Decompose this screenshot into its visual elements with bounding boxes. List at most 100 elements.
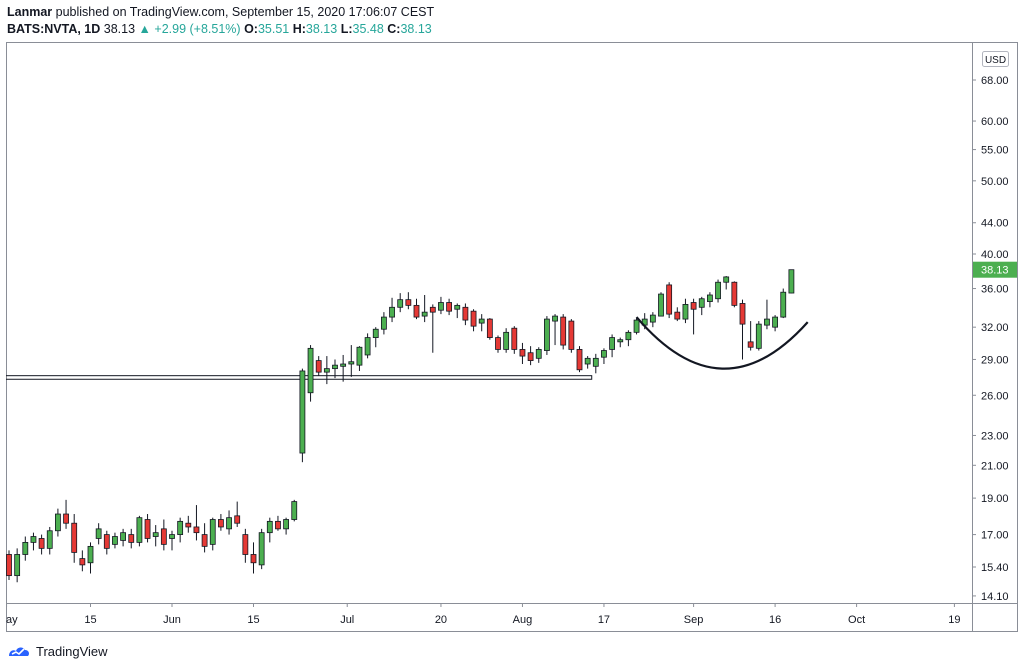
candle — [503, 328, 510, 353]
price-tick-label: 32.00 — [981, 322, 1009, 334]
price-tick-label: 29.00 — [981, 354, 1009, 366]
candle-body-up — [332, 364, 338, 370]
tradingview-brand: TradingView — [36, 643, 108, 659]
last-price: 38.13 — [103, 22, 136, 36]
candle — [438, 296, 444, 315]
candle — [332, 359, 338, 379]
candle — [772, 315, 778, 332]
candle-body-down — [103, 534, 110, 549]
cup-curve-layer — [635, 316, 809, 370]
candle — [478, 314, 485, 332]
tradingview-footer[interactable]: TradingView — [6, 641, 108, 661]
candle-body-up — [22, 541, 29, 555]
candle-body-down — [446, 302, 453, 312]
candle-body-up — [755, 323, 762, 349]
price-tick-label: 26.00 — [981, 390, 1009, 402]
high-label: H: — [292, 22, 306, 36]
tradingview-logo-icon — [9, 647, 29, 656]
candle-body-up — [601, 350, 607, 358]
price-tick-label: 17.00 — [981, 530, 1009, 542]
candle-body-up — [307, 347, 314, 394]
candle-body-down — [690, 302, 697, 310]
candle — [299, 368, 306, 463]
chart-header: Lanmar published on TradingView.com, Sep… — [7, 4, 967, 38]
candle — [755, 321, 762, 351]
currency-label: USD — [985, 55, 1006, 66]
candle — [658, 292, 664, 317]
candle — [169, 530, 175, 551]
candle-body-down — [560, 316, 567, 346]
candle-body-up — [584, 357, 591, 365]
candle-body-down — [495, 337, 501, 350]
candle — [625, 330, 632, 347]
candle — [242, 528, 249, 563]
candlestick-chart[interactable]: 68.00 60.00 55.00 50.00 44.00 40.00 36.00 32.00… — [6, 42, 1018, 632]
candle-body-up — [707, 294, 713, 302]
close-label: C: — [387, 22, 401, 36]
price-tick-label: 19.00 — [981, 493, 1009, 505]
time-tick-label: ay — [6, 614, 18, 626]
author-name[interactable]: Lanmar — [7, 5, 53, 19]
candle — [120, 528, 126, 547]
candle — [217, 514, 224, 531]
candle-body-up — [112, 536, 118, 545]
candle-body-up — [397, 299, 404, 308]
candle — [413, 298, 420, 320]
candle — [739, 299, 746, 360]
time-tick-label: Sep — [684, 614, 704, 626]
candle — [266, 517, 273, 543]
candle-body-up — [698, 298, 705, 308]
candle-body-up — [764, 318, 770, 326]
candle-body-down — [429, 306, 436, 313]
candle — [682, 298, 689, 324]
close-value: 38.13 — [400, 22, 432, 36]
candle-body-down — [315, 360, 322, 373]
price-tick-label: 14.10 — [981, 591, 1009, 603]
candle-body-down — [193, 526, 200, 534]
price-tick-label: 60.00 — [981, 116, 1009, 128]
candle-body-up — [788, 269, 795, 294]
chart-area[interactable]: 68.00 60.00 55.00 50.00 44.00 40.00 36.00 32.00… — [6, 42, 1018, 632]
candle — [160, 519, 167, 551]
candle — [560, 314, 567, 350]
candle-body-down — [38, 538, 45, 549]
candle-body-up — [723, 276, 730, 283]
candle — [584, 356, 591, 369]
candle-body-up — [372, 328, 379, 338]
candle-body-down — [666, 284, 673, 315]
change-value: +2.99 (+8.51%) — [154, 22, 241, 36]
candle-body-down — [405, 299, 412, 306]
candle-body-down — [747, 341, 754, 348]
price-tick-label: 55.00 — [981, 145, 1009, 157]
candle — [397, 293, 404, 313]
candle-body-down — [462, 306, 469, 321]
candle — [185, 515, 192, 533]
candle-body-up — [503, 331, 510, 350]
candle — [356, 346, 363, 371]
time-axis[interactable]: ay 15 Jun 15 Jul 20 Aug 17 Sep 16 Oct 19 — [6, 603, 961, 626]
candle — [707, 292, 713, 308]
candle-body-up — [772, 316, 778, 328]
publish-info: published on TradingView.com, September … — [55, 5, 435, 19]
candle — [79, 550, 86, 572]
candle — [649, 312, 656, 328]
candle-body-up — [209, 519, 216, 545]
candle — [405, 292, 412, 310]
currency-badge-box — [982, 51, 1009, 67]
time-tick-label: 20 — [435, 614, 447, 626]
candle-body-down — [6, 554, 12, 577]
candle-body-up — [299, 370, 306, 454]
candle — [372, 327, 379, 348]
candle — [250, 542, 257, 574]
candle-body-down — [71, 522, 78, 553]
candle — [535, 347, 542, 363]
currency-badge[interactable]: USD — [982, 51, 1009, 67]
time-tick-label: 17 — [598, 614, 610, 626]
candle-body-up — [715, 281, 721, 300]
candle-body-down — [511, 327, 518, 350]
price-axis[interactable]: 68.00 60.00 55.00 50.00 44.00 40.00 36.00 32.00… — [972, 75, 1017, 603]
candle — [715, 279, 721, 303]
candle — [209, 517, 216, 551]
candle-body-up — [682, 304, 689, 320]
candle — [95, 523, 102, 545]
